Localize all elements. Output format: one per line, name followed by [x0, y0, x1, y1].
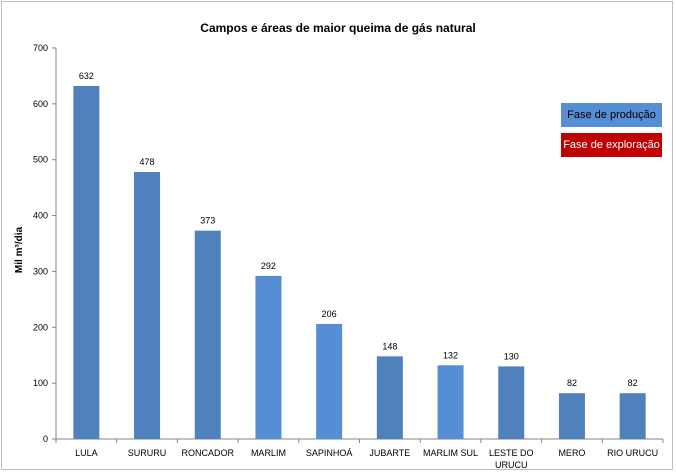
bar — [437, 365, 464, 439]
x-tick-label: MERO — [558, 448, 585, 458]
x-tick-label: MARLIM — [251, 448, 286, 458]
data-label: 292 — [261, 261, 276, 271]
legend-exploration: Fase de exploração — [561, 133, 662, 157]
data-label: 373 — [200, 216, 215, 226]
bar — [619, 393, 646, 439]
y-tick-label: 100 — [33, 378, 48, 388]
x-tick-labels: LULA SURURU RONCADOR MARLIM SAPINHOÁ JUBARTE M… — [75, 448, 658, 470]
x-tick-label: JUBARTE — [369, 448, 410, 458]
y-tick-label: 300 — [33, 266, 48, 276]
legend-production-label: Fase de produção — [567, 109, 656, 121]
chart-title: Campos e áreas de maior queima de gás na… — [200, 21, 475, 35]
x-tick-label: LULA — [75, 448, 98, 458]
y-tick-label: 0 — [43, 434, 48, 444]
bar — [73, 85, 100, 440]
x-tick-label: SAPINHOÁ — [306, 448, 353, 458]
legend-exploration-label: Fase de exploração — [563, 139, 660, 151]
data-label: 82 — [567, 378, 577, 388]
data-label: 206 — [322, 309, 337, 319]
legend-production: Fase de produção — [561, 103, 662, 127]
y-axis-label: Mil m³/dia — [14, 227, 25, 274]
bars — [73, 85, 646, 440]
bar — [498, 366, 525, 439]
y-tick-label: 500 — [33, 155, 48, 165]
data-label: 132 — [443, 350, 458, 360]
data-label: 148 — [382, 341, 397, 351]
x-tick-label: LESTE DO URUCU — [489, 448, 534, 470]
x-tick-label: SURURU — [128, 448, 167, 458]
y-tick-label: 400 — [33, 211, 48, 221]
data-label: 478 — [140, 157, 155, 167]
bar — [255, 275, 282, 439]
bar — [316, 323, 343, 439]
y-tick-label: 700 — [33, 43, 48, 53]
bar — [134, 172, 161, 439]
x-tick-label: RIO URUCU — [607, 448, 658, 458]
bar — [194, 230, 221, 439]
x-tick-label: RONCADOR — [181, 448, 234, 458]
bar — [558, 393, 585, 439]
x-tick-label: MARLIM SUL — [423, 448, 478, 458]
data-label: 632 — [79, 71, 94, 81]
data-label: 82 — [628, 378, 638, 388]
data-labels: 632 478 373 292 206 148 132 130 82 82 — [79, 71, 638, 388]
bar — [376, 356, 403, 439]
data-label: 130 — [504, 351, 519, 361]
y-tick-labels: 0 100 200 300 400 500 600 700 — [33, 43, 48, 444]
y-tick-label: 600 — [33, 99, 48, 109]
y-tick-label: 200 — [33, 322, 48, 332]
